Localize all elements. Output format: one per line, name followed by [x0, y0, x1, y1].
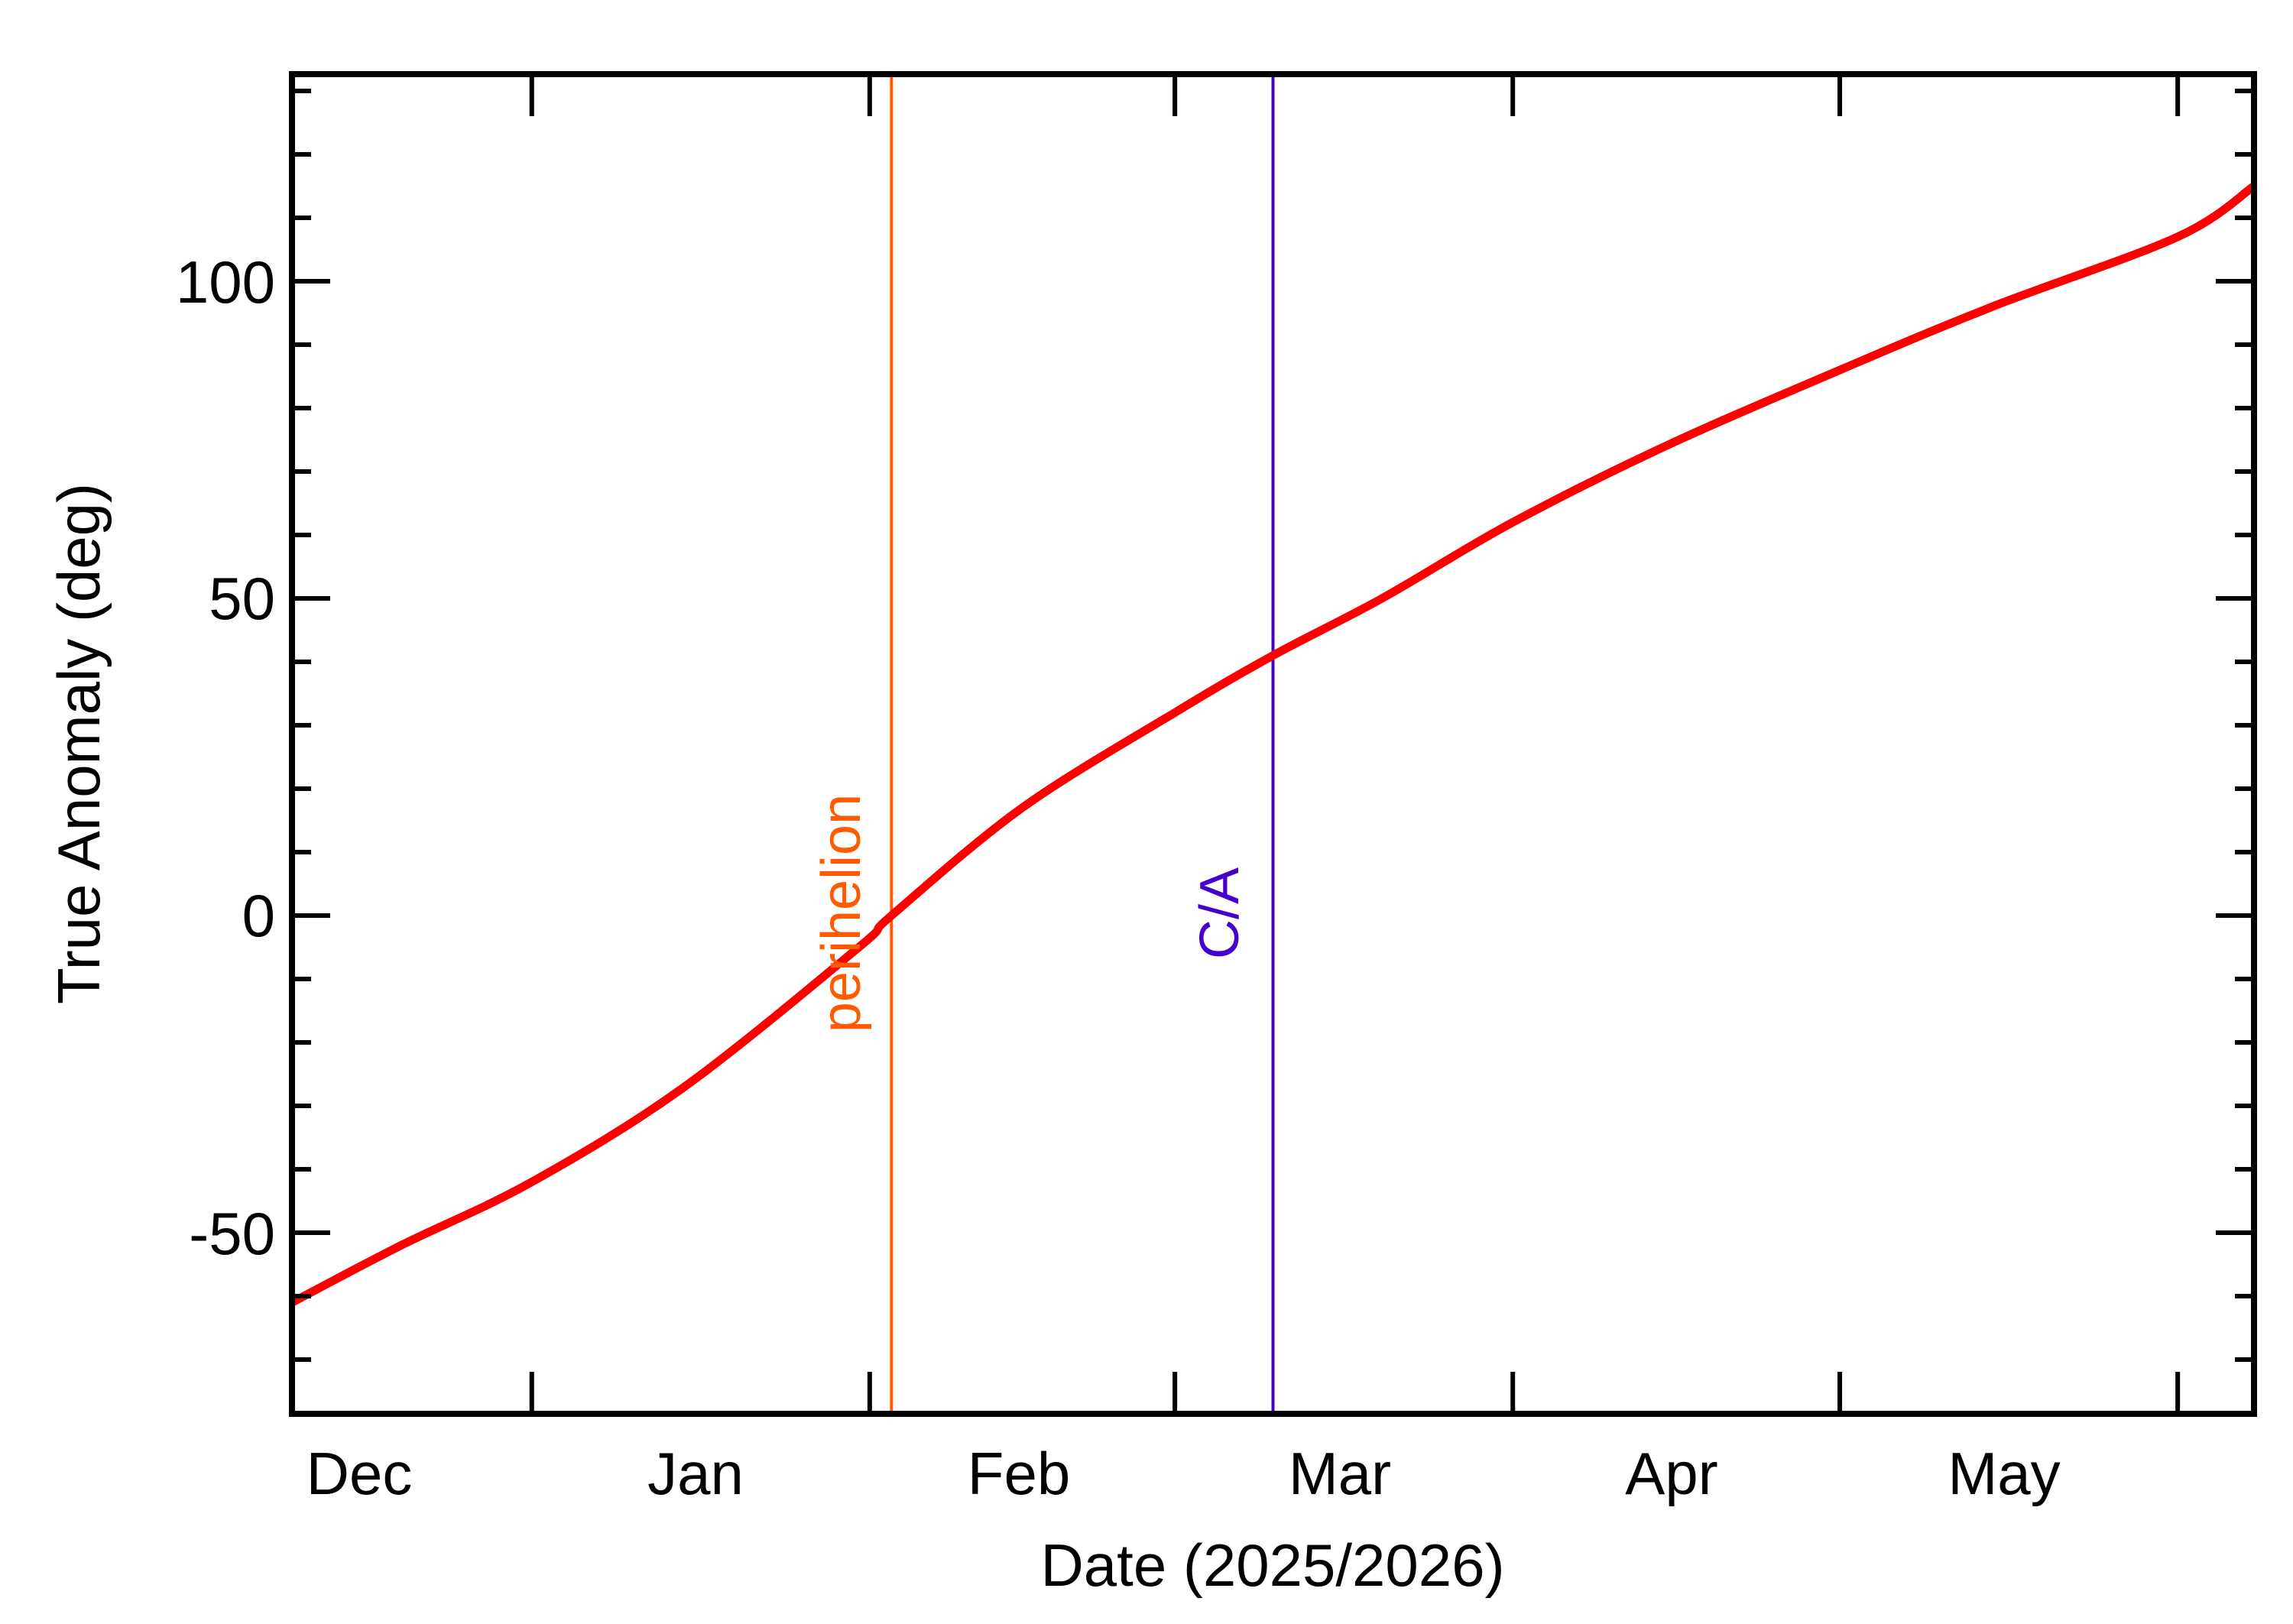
- true-anomaly-curve: [290, 182, 2257, 1307]
- x-tick-labels: Dec Jan Feb Mar Apr May: [306, 1440, 2061, 1507]
- x-axis-title: Date (2025/2026): [1040, 1532, 1504, 1599]
- x-tick-label: May: [1948, 1440, 2060, 1507]
- x-tick-label: Mar: [1289, 1440, 1391, 1507]
- plot-frame: [289, 71, 2257, 1417]
- x-tick-label: Dec: [306, 1440, 413, 1507]
- y-tick-label: 0: [242, 882, 275, 949]
- true-anomaly-line: [290, 182, 2257, 1307]
- axis-ticks: [292, 74, 2254, 1414]
- y-axis-title: True Anomaly (deg): [45, 483, 112, 1004]
- y-tick-label: 50: [209, 565, 275, 632]
- plot-area: [890, 74, 1275, 1414]
- x-tick-label: Feb: [968, 1440, 1070, 1507]
- y-tick-label: 100: [176, 248, 275, 316]
- x-tick-label: Apr: [1625, 1440, 1717, 1507]
- ca-label: C/A: [1189, 867, 1250, 959]
- y-tick-labels: 100 50 0 -50: [176, 248, 275, 1267]
- perihelion-label: perihelion: [811, 794, 872, 1032]
- x-tick-label: Jan: [647, 1440, 744, 1507]
- y-tick-label: -50: [189, 1200, 275, 1267]
